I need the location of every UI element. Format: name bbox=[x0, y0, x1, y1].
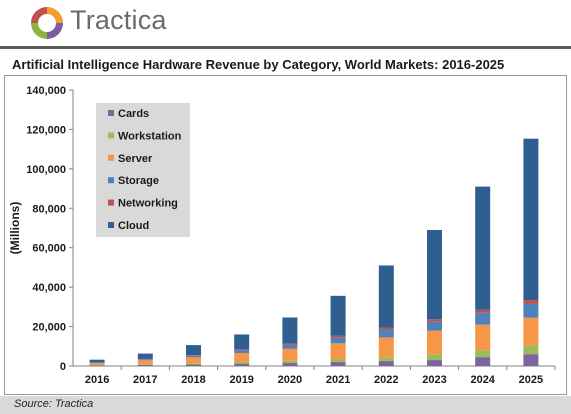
y-tick-label: 80,000 bbox=[32, 203, 66, 215]
legend-label: Storage bbox=[118, 175, 159, 187]
x-tick-label: 2017 bbox=[133, 374, 157, 386]
legend-swatch bbox=[108, 199, 114, 206]
bar-segment-cards bbox=[427, 360, 442, 366]
bar-segment-server bbox=[137, 360, 153, 365]
bar-segment-server bbox=[89, 363, 105, 366]
footer-bar bbox=[0, 396, 571, 414]
legend-box bbox=[96, 103, 190, 237]
x-tick-label: 2023 bbox=[422, 374, 446, 386]
bar-segment-networking bbox=[282, 343, 298, 345]
brand-name: Tractica bbox=[70, 5, 167, 35]
bar-segment-workstation bbox=[475, 350, 491, 358]
bar-segment-cloud bbox=[475, 186, 491, 310]
source-note: Source: Tractica bbox=[14, 398, 94, 410]
x-tick-label: 2022 bbox=[374, 374, 398, 386]
legend-label: Server bbox=[118, 153, 153, 165]
bar-segment-server bbox=[378, 337, 394, 358]
bar-segment-networking bbox=[186, 355, 201, 356]
y-tick-label: 20,000 bbox=[32, 322, 66, 334]
bar-segment-networking bbox=[523, 300, 539, 304]
x-tick-label: 2020 bbox=[278, 374, 302, 386]
x-tick-label: 2021 bbox=[326, 374, 350, 386]
bar-segment-networking bbox=[234, 349, 250, 351]
bar-segment-storage bbox=[234, 350, 250, 353]
bar-segment-cards bbox=[523, 354, 539, 366]
y-tick-label: 120,000 bbox=[26, 124, 66, 136]
bar-segment-server bbox=[475, 324, 491, 351]
bar-segment-storage bbox=[475, 312, 491, 325]
bar-segment-networking bbox=[330, 335, 346, 338]
x-tick-label: 2024 bbox=[470, 374, 495, 386]
bar-segment-workstation bbox=[282, 360, 298, 364]
bar-segment-storage bbox=[523, 303, 539, 318]
bar-segment-cloud bbox=[234, 334, 250, 350]
y-axis-label: (Millions) bbox=[8, 202, 22, 255]
x-tick-label: 2018 bbox=[181, 374, 205, 386]
bar-segment-cards bbox=[186, 364, 201, 366]
y-tick-label: 40,000 bbox=[32, 282, 66, 294]
bar-segment-workstation bbox=[137, 364, 153, 366]
bar-segment-storage bbox=[137, 359, 153, 361]
bar-segment-workstation bbox=[378, 357, 394, 362]
bar-segment-cards bbox=[378, 361, 394, 366]
bar-segment-cloud bbox=[330, 295, 346, 336]
bar-segment-cloud bbox=[186, 345, 201, 356]
legend-label: Cloud bbox=[118, 220, 149, 232]
bar-segment-server bbox=[234, 352, 250, 362]
bar-segment-server bbox=[427, 330, 442, 355]
chart-title: Artificial Intelligence Hardware Revenue… bbox=[12, 57, 505, 72]
legend-swatch bbox=[108, 132, 114, 139]
bar-segment-cloud bbox=[378, 265, 394, 328]
bar-segment-workstation bbox=[186, 363, 201, 365]
bar-segment-server bbox=[186, 357, 201, 364]
legend-swatch bbox=[108, 177, 114, 184]
bar-segment-workstation bbox=[330, 359, 346, 363]
chart-frame bbox=[4, 75, 567, 395]
bar-segment-cards bbox=[89, 365, 105, 366]
legend-label: Networking bbox=[118, 198, 178, 210]
bar-segment-storage bbox=[378, 329, 394, 338]
y-tick-label: 140,000 bbox=[26, 85, 66, 97]
header-divider bbox=[0, 46, 571, 49]
bar-segment-cloud bbox=[282, 317, 298, 344]
bar-segment-server bbox=[282, 348, 298, 361]
bar-segment-cards bbox=[330, 362, 346, 366]
bar-segment-networking bbox=[427, 319, 442, 322]
bar-segment-cards bbox=[137, 365, 153, 366]
bar-segment-networking bbox=[378, 327, 394, 330]
bar-segment-cloud bbox=[427, 229, 442, 320]
bar-segment-cloud bbox=[523, 138, 539, 301]
bar-segment-workstation bbox=[523, 345, 539, 355]
bar-segment-storage bbox=[330, 337, 346, 344]
bar-segment-cloud bbox=[89, 359, 105, 363]
y-tick-label: 60,000 bbox=[32, 243, 66, 255]
bar-segment-server bbox=[523, 317, 539, 346]
bar-segment-cloud bbox=[137, 353, 153, 359]
bar-segment-server bbox=[330, 343, 346, 360]
legend-swatch bbox=[108, 154, 114, 161]
bar-segment-networking bbox=[475, 309, 491, 313]
bar-segment-storage bbox=[186, 355, 201, 358]
tractica-logo-icon bbox=[31, 7, 63, 39]
x-tick-label: 2025 bbox=[519, 374, 543, 386]
bar-segment-cards bbox=[282, 363, 298, 366]
legend-swatch bbox=[108, 110, 114, 116]
bar-segment-cards bbox=[475, 357, 491, 366]
legend-label: Cards bbox=[118, 108, 149, 120]
y-tick-label: 100,000 bbox=[26, 164, 66, 176]
header: Tractica bbox=[0, 0, 571, 46]
bar-segment-workstation bbox=[234, 361, 250, 364]
bar-segment-workstation bbox=[427, 354, 442, 361]
legend-swatch bbox=[108, 222, 114, 228]
bar-segment-storage bbox=[282, 344, 298, 349]
bar-segment-storage bbox=[427, 321, 442, 331]
bar-segment-cards bbox=[234, 363, 250, 366]
legend-label: Workstation bbox=[118, 130, 182, 142]
y-tick-label: 0 bbox=[60, 361, 66, 373]
x-tick-label: 2016 bbox=[85, 374, 109, 386]
x-tick-label: 2019 bbox=[229, 374, 253, 386]
